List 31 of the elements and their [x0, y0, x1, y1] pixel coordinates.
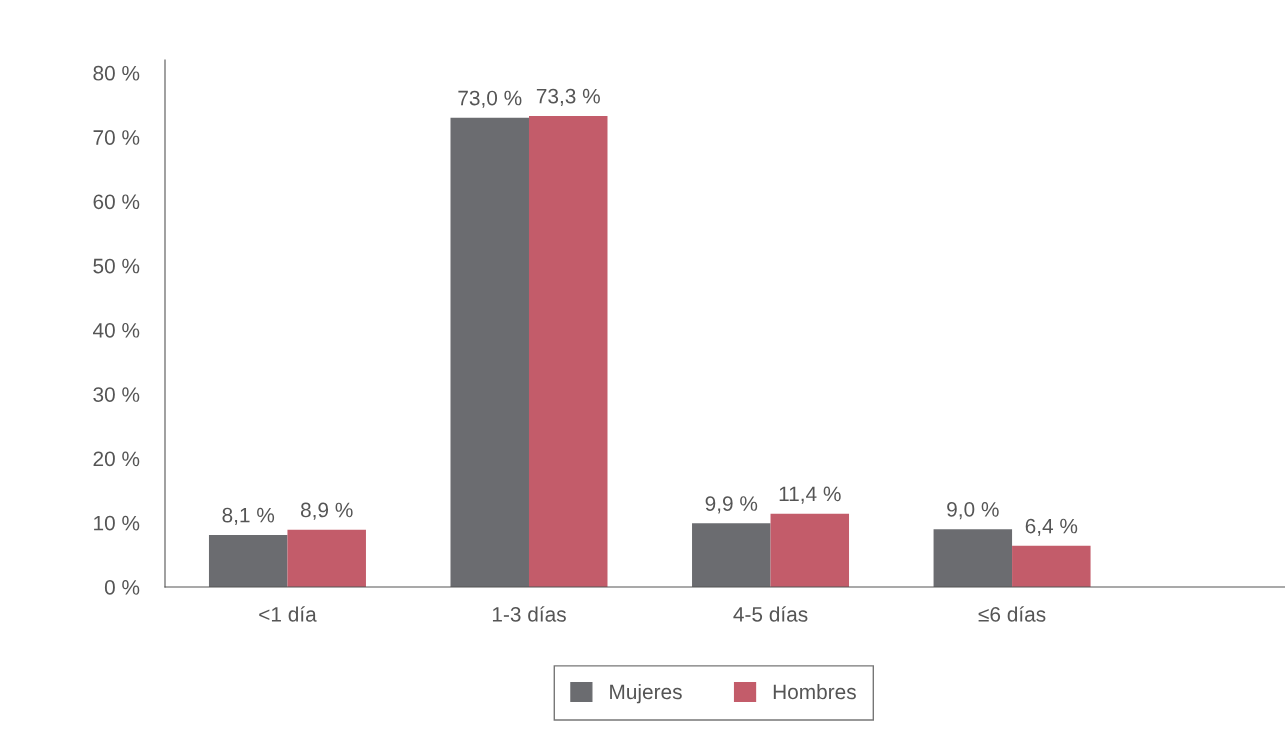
y-tick-label: 60 %	[93, 194, 140, 210]
legend-label: Mujeres	[610, 683, 682, 704]
y-tick-label: 50 %	[93, 258, 140, 274]
y-tick-label: 30 %	[93, 387, 140, 402]
bar	[692, 523, 771, 587]
x-tick-label: 1-3 días	[492, 606, 566, 622]
bar	[933, 529, 1013, 587]
x-tick-label: ≤6 días	[978, 606, 1046, 622]
data-label: 73,3 %	[536, 88, 600, 106]
bar	[287, 529, 366, 587]
data-label: 8,9 %	[300, 502, 353, 520]
y-tick-label: 20 %	[93, 451, 140, 467]
data-label: 9,0 %	[947, 501, 999, 520]
bar	[1012, 545, 1091, 587]
bar	[450, 117, 529, 587]
y-tick-label: 10 %	[94, 515, 140, 531]
y-tick-label: 70 %	[93, 130, 140, 145]
data-label: 11,4 %	[779, 486, 841, 504]
data-label: 6,4 %	[1025, 518, 1078, 536]
x-tick-label: 4-5 días	[733, 606, 808, 622]
data-label: 9,9 %	[705, 496, 758, 514]
bar	[770, 513, 850, 587]
bar	[528, 115, 608, 587]
data-label: 8,1 %	[222, 507, 275, 525]
y-tick-label: 40 %	[92, 322, 140, 338]
x-tick-label: <1 día	[259, 606, 317, 622]
data-label: 73,0 %	[458, 90, 522, 108]
y-tick-label: 80 %	[93, 65, 140, 81]
bar	[208, 534, 288, 587]
y-tick-label: 0 %	[104, 580, 140, 595]
legend-label: Hombres	[773, 683, 856, 700]
